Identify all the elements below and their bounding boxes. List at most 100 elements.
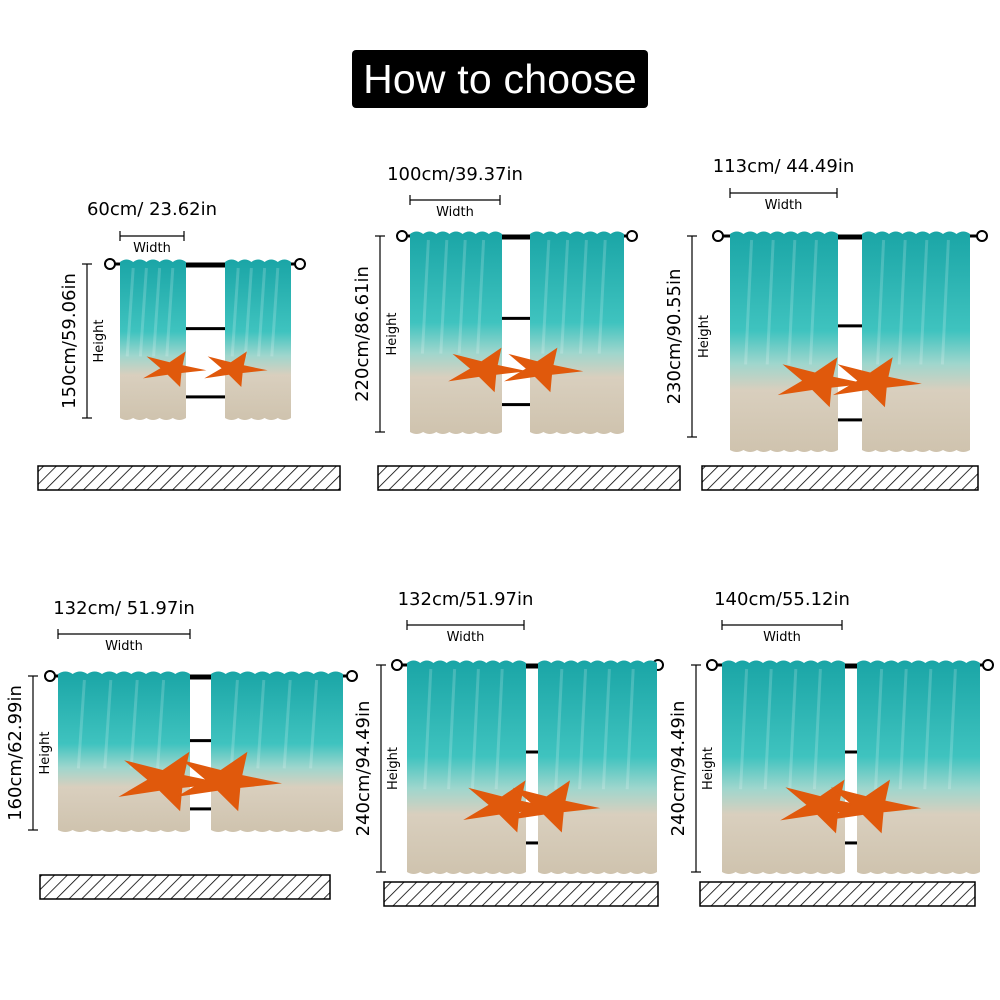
height-word: Height [697,315,712,358]
floor-hatch [383,881,659,907]
height-word: Height [386,747,401,790]
width-word: Width [763,630,801,645]
starfish-right-half [507,780,601,833]
rod-finial-left [44,670,56,682]
light-ray [919,239,929,365]
curtain-option-2: Width 100cm/39.37in 220cm/86.61in Height [352,164,681,491]
rod-finial-left [396,230,408,242]
curtain-panel-left [730,231,838,452]
height-value: 220cm/86.61in [352,266,373,402]
light-ray [309,679,319,769]
height-value: 160cm/62.99in [5,685,26,821]
page-title: How to choose [363,55,637,102]
curtain-option-6: Width 140cm/55.12in 240cm/94.49in Height [668,589,994,907]
height-value: 240cm/94.49in [353,701,374,837]
width-value: 113cm/ 44.49in [713,156,855,177]
starfish-left-half [118,751,224,812]
light-ray [494,668,504,790]
width-word: Width [765,198,803,213]
starfish-right-half [504,347,584,393]
light-ray [476,239,486,354]
rod-finial-right [346,670,358,682]
rod-finial-right [982,659,994,671]
curtain-option-1: Width 60cm/ 23.62in 150cm/59.06in Height [37,199,341,491]
starfish-left-half [777,357,867,408]
floor-hatch [37,465,341,491]
width-value: 132cm/51.97in [398,589,534,610]
light-ray [447,668,457,790]
height-value: 230cm/90.55in [664,269,685,405]
floor-hatch [377,465,681,491]
light-ray [601,668,611,790]
light-ray [152,267,162,357]
light-ray [739,668,749,790]
height-word: Height [38,732,53,775]
height-word: Height [701,747,716,790]
curtain-panel-left [120,259,186,420]
light-ray [103,679,113,769]
light-ray [156,679,166,769]
width-word: Width [133,241,171,256]
light-ray [138,267,148,357]
light-ray [560,239,570,354]
light-ray [876,239,886,365]
light-ray [947,668,957,790]
light-ray [282,679,292,769]
light-ray [125,267,135,357]
light-ray [787,239,797,365]
starfish-right-half [832,357,922,408]
light-ray [578,668,588,790]
height-word: Height [92,320,107,363]
width-word: Width [105,639,143,654]
starfish-right-half [176,751,282,812]
floor-hatch [39,874,331,900]
light-ray [625,668,635,790]
light-ray [765,239,775,365]
light-ray [165,267,175,357]
rod-finial-right [976,230,988,242]
light-ray [541,239,551,354]
window-frame [178,264,233,399]
light-ray [76,679,86,769]
curtain-panel-right [530,231,624,434]
light-ray [808,239,818,365]
curtain-option-3: Width 113cm/ 44.49in 230cm/90.55in Height [664,156,988,491]
light-ray [270,267,280,357]
light-ray [423,668,433,790]
light-ray [898,668,908,790]
light-ray [554,668,564,790]
light-ray [129,679,139,769]
curtain-panel-left [410,231,502,434]
curtain-panel-right [857,660,980,874]
width-value: 100cm/39.37in [387,164,523,185]
light-ray [812,668,822,790]
light-ray [256,679,266,769]
width-value: 140cm/55.12in [714,589,850,610]
curtain-panel-right [225,259,291,420]
curtain-panel-right [862,231,970,452]
rod-finial-right [294,258,306,270]
title-banner: How to choose [352,50,648,108]
rod-finial-left [712,230,724,242]
starfish-left-half [143,351,207,387]
rod-finial-left [391,659,403,671]
height-value: 240cm/94.49in [668,701,689,837]
light-ray [229,679,239,769]
light-ray [457,239,467,354]
light-ray [578,239,588,354]
width-word: Width [447,630,485,645]
curtain-panel-left [407,660,526,874]
width-value: 60cm/ 23.62in [87,199,217,220]
light-ray [257,267,267,357]
curtain-option-5: Width 132cm/51.97in 240cm/94.49in Height [353,589,664,907]
light-ray [897,239,907,365]
starfish-right-half [825,779,922,834]
height-word: Height [385,313,400,356]
light-ray [439,239,449,354]
light-ray [744,239,754,365]
curtain-panel-right [211,671,343,832]
curtain-panel-right [538,660,657,874]
floor-hatch [701,465,979,491]
light-ray [597,239,607,354]
